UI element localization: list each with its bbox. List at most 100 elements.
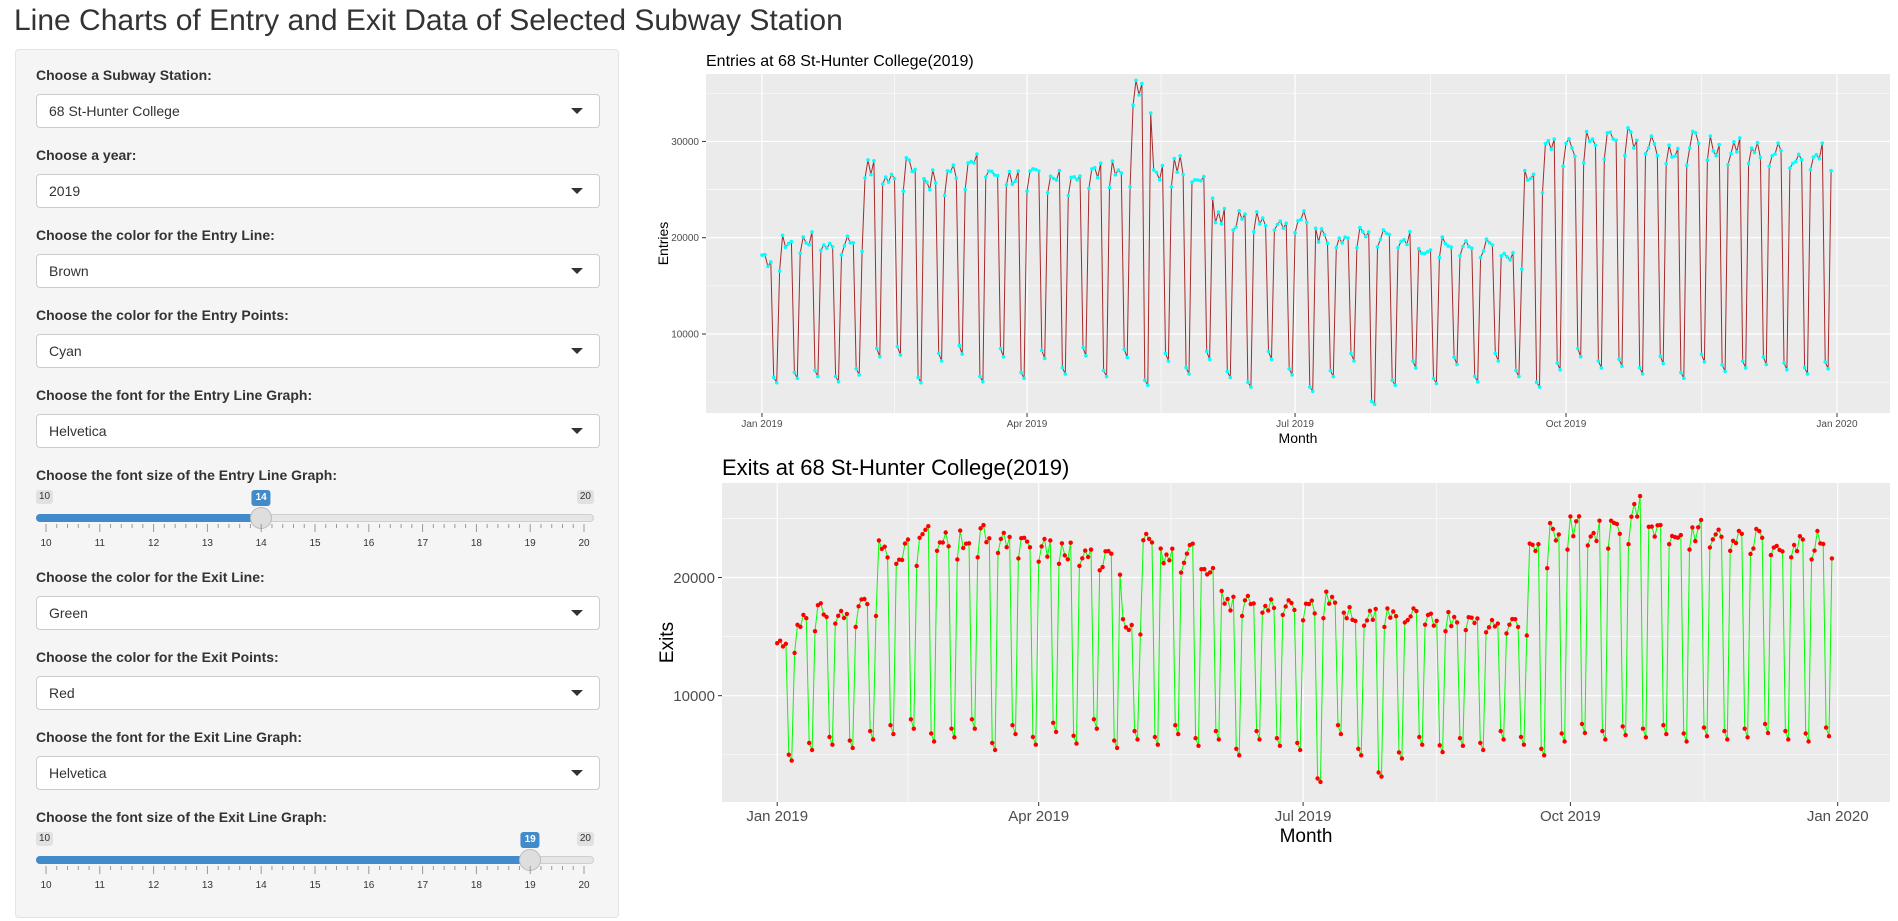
x-tick-label: Oct 2019 [1540, 808, 1601, 825]
data-point [1733, 540, 1739, 546]
data-point [940, 540, 945, 545]
data-point [1324, 589, 1329, 594]
data-point [810, 230, 814, 234]
data-point [1486, 625, 1492, 630]
data-point [1366, 230, 1371, 234]
data-point [1293, 230, 1297, 235]
data-point [975, 152, 979, 156]
data-point [1094, 726, 1099, 731]
slider-min-label: 10 [36, 832, 54, 846]
data-point [1783, 728, 1788, 734]
data-point [783, 245, 788, 249]
data-point [1207, 357, 1212, 362]
data-point [1254, 728, 1259, 734]
data-point [1701, 725, 1707, 730]
data-point [1257, 222, 1262, 226]
data-point [1310, 389, 1315, 394]
data-point [1652, 534, 1657, 539]
data-point [1576, 346, 1580, 351]
data-point [1768, 552, 1774, 558]
data-point [1396, 246, 1400, 250]
chevron-down-icon [571, 690, 583, 696]
data-point [1667, 143, 1671, 147]
data-point [1637, 365, 1642, 370]
data-point [1483, 630, 1489, 635]
exit-font-select[interactable]: Helvetica [36, 756, 600, 790]
entry-font-size-control: Choose the font size of the Entry Line G… [36, 466, 600, 560]
entry-line-color-select[interactable]: Brown [36, 254, 600, 288]
exit-font-size-slider[interactable]: 10 20 19 10 11 12 13 14 15 16 17 18 19 20 [36, 832, 600, 902]
data-point [1728, 548, 1733, 553]
data-point [1735, 150, 1739, 154]
slider-tick-label: 12 [148, 880, 160, 891]
data-point [1181, 172, 1185, 177]
data-point [1702, 360, 1707, 364]
data-point [987, 536, 992, 541]
data-point [1499, 254, 1503, 258]
data-point [1732, 140, 1736, 144]
series-line [761, 80, 1832, 406]
slider-bar [36, 856, 531, 864]
data-point [1112, 738, 1117, 743]
data-point [1417, 734, 1422, 740]
entry-font-label: Choose the font for the Entry Line Graph… [36, 387, 313, 403]
exit-points-color-control: Choose the color for the Exit Points: Re… [36, 648, 600, 710]
data-point [1585, 543, 1590, 548]
data-point [1684, 739, 1689, 744]
entry-points-color-select[interactable]: Cyan [36, 334, 600, 368]
exit-line-color-select[interactable]: Green [36, 596, 600, 630]
data-point [1391, 609, 1396, 614]
station-select[interactable]: 68 St-Hunter College [36, 94, 600, 128]
data-point [1729, 151, 1733, 156]
data-point [1546, 138, 1551, 143]
data-point [1210, 565, 1216, 571]
data-point [1632, 146, 1636, 150]
data-point [1176, 731, 1181, 737]
data-point [1649, 524, 1654, 529]
data-point [1537, 385, 1542, 389]
exit-points-color-select[interactable]: Red [36, 676, 600, 710]
data-point [1408, 229, 1412, 234]
data-point [1635, 514, 1640, 519]
data-point [1425, 250, 1430, 254]
y-tick-label: 10000 [671, 330, 699, 341]
data-point [1080, 556, 1085, 561]
data-point [1013, 731, 1018, 737]
slider-tick-label: 14 [256, 880, 268, 891]
data-point [1785, 367, 1789, 372]
data-point [1745, 735, 1750, 740]
data-point [1420, 742, 1425, 747]
chevron-down-icon [571, 268, 583, 274]
data-point [1690, 525, 1695, 530]
data-point [1678, 532, 1684, 538]
data-point [1693, 131, 1698, 135]
entry-font-select[interactable]: Helvetica [36, 414, 600, 448]
data-point [998, 346, 1003, 351]
data-point [1455, 362, 1459, 367]
data-point [878, 354, 882, 359]
data-point [917, 535, 922, 540]
data-point [1520, 267, 1524, 271]
data-point [1623, 732, 1628, 738]
data-point [1720, 363, 1724, 367]
data-point [1219, 588, 1224, 594]
year-select[interactable]: 2019 [36, 174, 600, 208]
data-point [1296, 219, 1300, 223]
data-point [1823, 725, 1829, 730]
data-point [1402, 238, 1406, 242]
data-point [1084, 354, 1088, 358]
data-point [1751, 546, 1756, 551]
data-point [1335, 723, 1341, 728]
entry-font-size-slider[interactable]: 10 20 14 10 11 12 13 14 15 16 17 18 19 20 [36, 490, 600, 560]
data-point [1004, 183, 1009, 187]
data-point [1716, 527, 1721, 532]
data-point [1077, 563, 1082, 569]
data-point [1274, 736, 1280, 741]
data-point [1122, 347, 1126, 352]
data-point [1518, 734, 1524, 740]
data-point [1069, 175, 1073, 180]
entry-line-chart: Jan 2019 Apr 2019 Jul 2019 Oct 2019 Jan 2020… [655, 53, 1890, 446]
data-point [972, 161, 976, 165]
data-point [1181, 560, 1187, 565]
data-point [1760, 535, 1765, 540]
